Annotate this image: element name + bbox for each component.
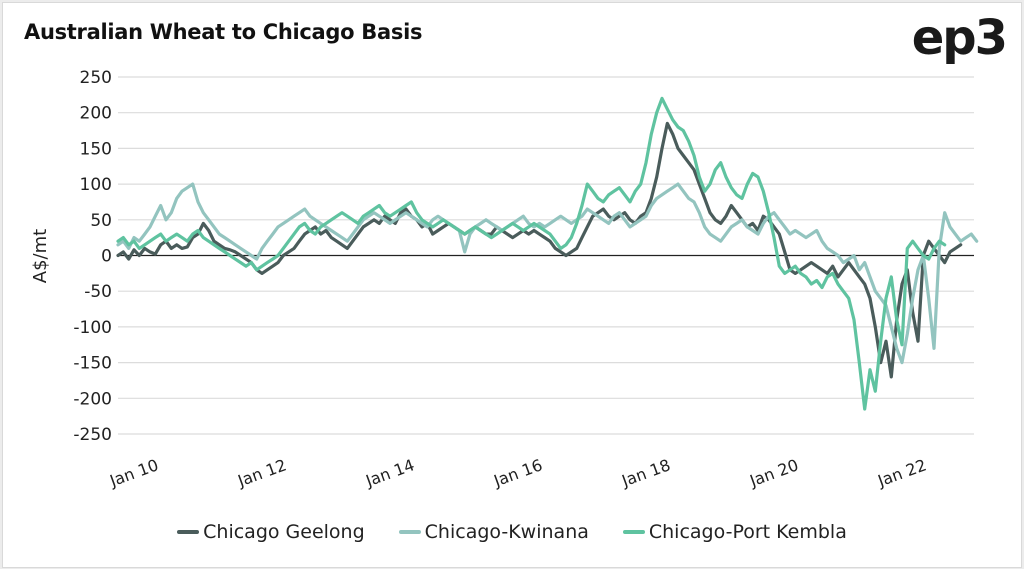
series-line-chicago-kwinana [116,182,979,365]
y-tick-label: 0 [101,247,112,267]
series-line-chicago-port-kembla [116,96,947,411]
x-axis-ticks: Jan 10 Jan 12 Jan 14 Jan 16 Jan 18 Jan 20 Jan … [106,455,929,490]
x-tick-label: Jan 12 [234,455,289,490]
y-tick-label: -100 [73,318,112,338]
legend-item: Chicago-Kwinana [398,521,589,543]
legend-item: Chicago-Port Kembla [622,521,847,543]
x-tick-label: Jan 20 [746,455,801,490]
y-axis-label: A$/mt [30,229,51,283]
chart-title: Australian Wheat to Chicago Basis [24,20,423,44]
legend-swatch [177,530,200,534]
legend: Chicago Geelong Chicago-Kwinana Chicago-Po… [0,521,1024,543]
y-tick-label: 250 [80,68,112,88]
y-tick-label: -50 [84,282,112,302]
x-tick-label: Jan 18 [618,455,673,490]
legend-label: Chicago Geelong [203,521,365,543]
y-tick-label: -150 [73,354,112,374]
gridlines [118,76,974,435]
y-tick-label: 50 [90,211,112,231]
series-lines [116,96,979,411]
y-tick-label: -250 [73,425,112,445]
legend-label: Chicago-Kwinana [424,521,589,543]
y-tick-label: -200 [73,389,112,409]
y-tick-label: 200 [80,104,112,124]
y-tick-label: 100 [80,175,112,195]
series-line-chicago-geelong [116,121,963,379]
legend-label: Chicago-Port Kembla [648,521,847,543]
y-tick-label: 150 [80,139,112,159]
x-tick-label: Jan 14 [362,455,417,490]
x-tick-label: Jan 22 [874,455,929,490]
y-axis-ticks: 250 200 150 100 50 0 -50 -100 -150 -200 -250 [73,68,112,445]
legend-swatch [622,530,645,534]
x-tick-label: Jan 16 [490,455,545,490]
ep3-logo: ep3 [911,10,1008,66]
legend-swatch [398,530,421,534]
x-tick-label: Jan 10 [106,455,161,490]
legend-item: Chicago Geelong [177,521,365,543]
